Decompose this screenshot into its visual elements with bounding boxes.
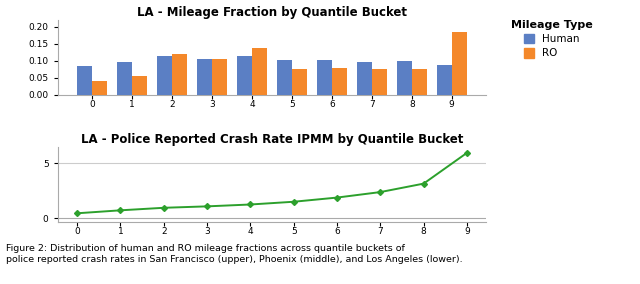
Text: Figure 2: Distribution of human and RO mileage fractions across quantile buckets: Figure 2: Distribution of human and RO m… bbox=[6, 244, 463, 264]
Bar bbox=[436, 65, 452, 95]
Bar bbox=[317, 60, 332, 95]
Bar bbox=[172, 54, 188, 95]
Bar bbox=[397, 61, 412, 95]
Bar bbox=[356, 62, 372, 95]
Bar bbox=[212, 59, 227, 95]
Bar bbox=[292, 69, 307, 95]
Bar bbox=[77, 66, 92, 95]
Bar bbox=[157, 56, 172, 95]
Bar bbox=[132, 76, 147, 95]
Bar bbox=[92, 81, 108, 95]
Title: LA - Police Reported Crash Rate IPMM by Quantile Bucket: LA - Police Reported Crash Rate IPMM by … bbox=[81, 133, 463, 146]
Bar bbox=[332, 68, 347, 95]
Bar bbox=[117, 62, 132, 95]
Legend: Human, RO: Human, RO bbox=[509, 18, 595, 60]
Title: LA - Mileage Fraction by Quantile Bucket: LA - Mileage Fraction by Quantile Bucket bbox=[137, 6, 407, 19]
Bar bbox=[276, 60, 292, 95]
Bar bbox=[412, 69, 427, 95]
Bar bbox=[372, 69, 387, 95]
Bar bbox=[452, 32, 467, 95]
Bar bbox=[197, 59, 212, 95]
Bar bbox=[237, 56, 252, 95]
Bar bbox=[252, 48, 268, 95]
